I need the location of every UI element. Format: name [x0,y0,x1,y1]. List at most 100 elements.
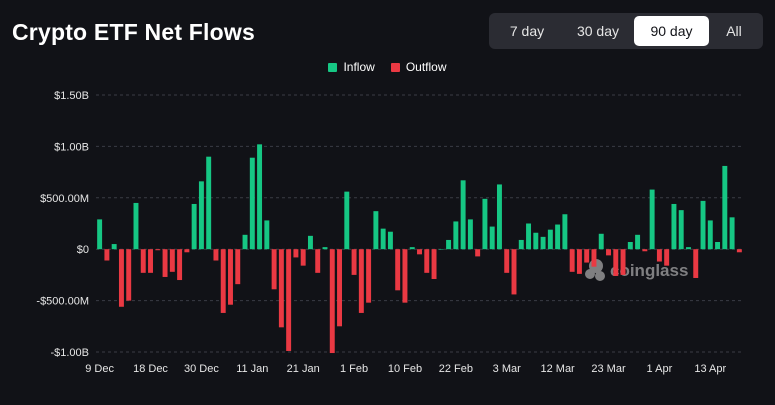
legend-item-outflow[interactable]: Outflow [390,60,447,74]
outflow-bar[interactable] [293,249,299,258]
outflow-bar[interactable] [126,249,132,301]
inflow-bar[interactable] [562,214,568,250]
inflow-bar[interactable] [547,229,553,250]
inflow-bar[interactable] [257,144,263,250]
outflow-bar[interactable] [366,249,372,303]
inflow-bar[interactable] [678,210,684,250]
inflow-bar[interactable] [344,191,350,250]
inflow-bar[interactable] [707,220,713,250]
range-90-day-button[interactable]: 90 day [634,16,709,46]
inflow-bar[interactable] [489,226,495,250]
outflow-bar[interactable] [606,249,611,256]
inflow-bar[interactable] [686,247,691,250]
inflow-bar[interactable] [555,224,561,250]
y-tick-label: -$1.00B [50,347,89,359]
outflow-bar[interactable] [569,249,575,272]
outflow-bar[interactable] [118,249,124,307]
inflow-bar[interactable] [373,211,379,250]
outflow-bar[interactable] [228,249,233,305]
outflow-bar[interactable] [358,249,364,313]
inflow-bar[interactable] [533,232,539,250]
outflow-bar[interactable] [613,249,619,276]
inflow-bar[interactable] [467,219,473,250]
inflow-bar[interactable] [460,180,466,250]
legend-item-inflow[interactable]: Inflow [328,60,375,74]
outflow-bar[interactable] [278,249,284,328]
inflow-bar[interactable] [453,221,459,250]
inflow-bar[interactable] [482,198,488,250]
outflow-bar[interactable] [140,249,146,273]
inflow-bar[interactable] [198,181,204,250]
outflow-bar[interactable] [504,249,510,273]
outflow-bar[interactable] [656,249,662,262]
inflow-bar[interactable] [322,247,328,250]
inflow-bar[interactable] [438,249,444,250]
outflow-bar[interactable] [584,249,590,263]
outflow-bar[interactable] [329,249,335,354]
inflow-bar[interactable] [249,157,255,250]
outflow-bar[interactable] [315,249,321,273]
inflow-bar[interactable] [649,189,655,250]
outflow-bar[interactable] [286,249,292,351]
inflow-bar[interactable] [191,203,197,250]
outflow-bar[interactable] [162,249,168,277]
inflow-bar[interactable] [111,244,117,250]
outflow-bar[interactable] [300,249,306,266]
y-tick-label: -$500.00M [36,296,89,308]
outflow-bar[interactable] [148,249,153,273]
outflow-bar[interactable] [664,249,670,266]
inflow-bar[interactable] [206,156,212,250]
outflow-bar[interactable] [736,249,742,253]
inflow-bar[interactable] [729,217,735,250]
inflow-bar[interactable] [526,223,532,250]
range-all-button[interactable]: All [726,23,742,39]
outflow-bar[interactable] [395,249,401,291]
outflow-bar[interactable] [424,249,430,273]
outflow-bar[interactable] [184,249,190,253]
outflow-bar[interactable] [642,249,648,252]
outflow-bar[interactable] [213,249,219,261]
inflow-bar[interactable] [380,228,386,250]
inflow-bar[interactable] [133,202,139,250]
inflow-bar[interactable] [496,184,502,250]
inflow-bar[interactable] [264,220,270,250]
inflow-bar[interactable] [242,234,248,250]
outflow-bar[interactable] [235,249,241,285]
inflow-bar[interactable] [671,203,677,250]
outflow-bar[interactable] [220,249,226,313]
outflow-bar[interactable] [155,249,161,251]
outflow-bar[interactable] [177,249,183,281]
inflow-bar[interactable] [700,200,706,250]
outflow-bar[interactable] [431,249,437,280]
outflow-bar[interactable] [620,249,626,275]
inflow-bar[interactable] [627,242,633,250]
outflow-bar[interactable] [337,249,342,327]
range-7-day-button[interactable]: 7 day [509,23,545,39]
outflow-bar[interactable] [169,249,175,272]
inflow-bar[interactable] [307,235,313,250]
inflow-bar[interactable] [446,239,452,250]
x-tick-label: 1 Apr [647,363,673,375]
outflow-bar[interactable] [475,249,481,257]
inflow-bar[interactable] [409,247,415,250]
inflow-bar[interactable] [635,234,641,250]
inflow-bar[interactable] [722,165,728,250]
outflow-bar[interactable] [104,249,110,261]
outflow-bar[interactable] [417,249,422,255]
x-tick-label: 22 Feb [439,363,473,375]
outflow-bar[interactable] [693,249,699,278]
outflow-bar[interactable] [402,249,408,303]
outflow-bar[interactable] [576,249,582,274]
outflow-bar[interactable] [511,249,517,295]
inflow-bar[interactable] [97,219,103,250]
outflow-bar[interactable] [591,249,597,267]
inflow-bar[interactable] [715,242,721,250]
outflow-bar[interactable] [271,249,277,290]
inflow-bar[interactable] [518,239,524,250]
range-30-day-button[interactable]: 30 day [576,23,620,39]
outflow-bar[interactable] [351,249,357,275]
inflow-bar[interactable] [598,233,604,250]
inflow-bar[interactable] [387,231,393,250]
inflow-bar[interactable] [540,236,546,250]
x-tick-label: 18 Dec [133,363,168,375]
